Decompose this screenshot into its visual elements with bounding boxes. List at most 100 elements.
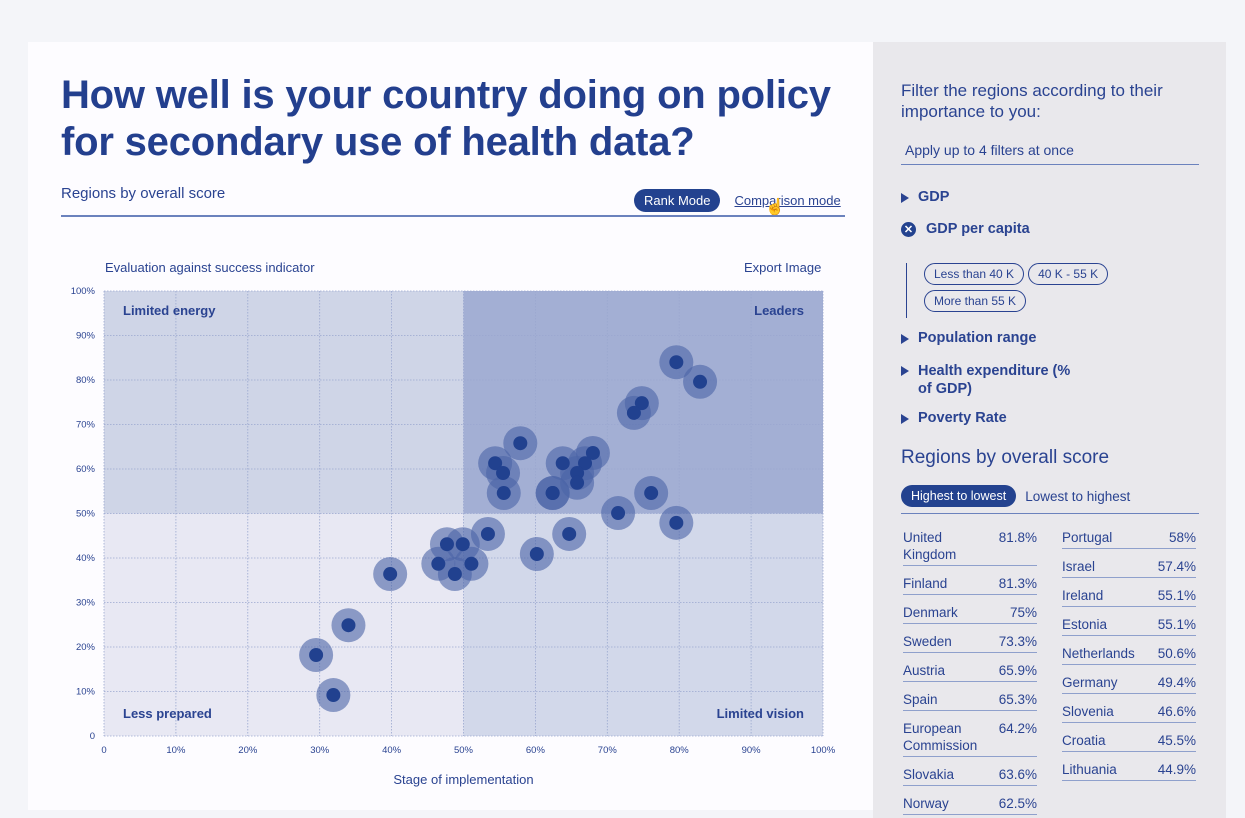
quadrant-label: Leaders	[754, 303, 804, 318]
data-point[interactable]	[611, 506, 626, 521]
region-name: Portugal	[1062, 530, 1113, 545]
y-tick-label: 0	[90, 731, 95, 742]
x-axis-label: Stage of implementation	[393, 772, 533, 787]
ranking-row[interactable]: Denmark 75%	[903, 604, 1037, 624]
ranking-row[interactable]: Netherlands 50.6%	[1062, 645, 1196, 665]
option-chip[interactable]: Less than 40 K	[924, 263, 1025, 285]
ranking-row[interactable]: Germany 49.4%	[1062, 674, 1196, 694]
rank-mode-button[interactable]: Rank Mode	[634, 189, 721, 212]
data-point[interactable]	[431, 556, 446, 571]
data-point[interactable]	[455, 537, 470, 552]
ranking-row[interactable]: Slovenia 46.6%	[1062, 703, 1196, 723]
filter-health-expenditure[interactable]: Health expenditure (% of GDP)	[901, 362, 1078, 398]
data-point[interactable]	[341, 618, 356, 633]
filter-population-range[interactable]: Population range	[901, 330, 1036, 346]
data-point[interactable]	[309, 648, 324, 663]
ranking-row[interactable]: European Commission 64.2%	[903, 720, 1037, 757]
data-point[interactable]	[529, 546, 544, 561]
quadrant-limited-vision	[463, 513, 823, 736]
x-tick-label: 20%	[238, 745, 258, 756]
y-tick-label: 30%	[76, 598, 96, 609]
filter-label: Population range	[918, 330, 1037, 346]
data-point[interactable]	[496, 466, 511, 481]
data-point[interactable]	[488, 456, 503, 471]
region-score: 65.9%	[998, 663, 1037, 678]
ranking-row[interactable]: Finland 81.3%	[903, 575, 1037, 595]
ranking-row[interactable]: Slovakia 63.6%	[903, 766, 1037, 786]
option-chip[interactable]: More than 55 K	[924, 290, 1027, 312]
region-name: Sweden	[903, 634, 952, 649]
ranking-row[interactable]: Norway 62.5%	[903, 795, 1037, 815]
option-chip[interactable]: 40 K - 55 K	[1028, 263, 1109, 285]
data-point[interactable]	[634, 396, 649, 411]
data-point[interactable]	[464, 556, 479, 571]
expand-triangle-icon	[901, 334, 909, 344]
sort-lowest-button[interactable]: Lowest to highest	[1025, 488, 1131, 504]
filter-gdp-per-capita[interactable]: ✕ GDP per capita	[901, 221, 1030, 237]
expand-triangle-icon	[901, 414, 909, 424]
data-point[interactable]	[496, 486, 511, 501]
region-name: Germany	[1062, 675, 1118, 690]
region-name: Israel	[1062, 559, 1096, 574]
ranking-row[interactable]: Spain 65.3%	[903, 691, 1037, 711]
quadrant-label: Limited energy	[123, 303, 216, 318]
data-point[interactable]	[326, 688, 341, 703]
data-point[interactable]	[562, 526, 577, 541]
data-point[interactable]	[570, 475, 585, 490]
ranking-row[interactable]: Austria 65.9%	[903, 662, 1037, 682]
comparison-mode-link[interactable]: Comparison mode	[734, 193, 841, 208]
data-point[interactable]	[545, 486, 560, 501]
data-point[interactable]	[383, 567, 398, 582]
region-score: 64.2%	[998, 721, 1037, 736]
data-point[interactable]	[669, 355, 684, 370]
filter-gdp[interactable]: GDP	[901, 189, 949, 205]
close-circle-icon[interactable]: ✕	[901, 222, 916, 237]
ranking-row[interactable]: United Kingdom 81.8%	[903, 529, 1037, 566]
main-panel: How well is your country doing on policy…	[28, 42, 873, 810]
region-score: 81.3%	[998, 576, 1037, 591]
region-score: 81.8%	[998, 530, 1037, 545]
data-point[interactable]	[447, 567, 462, 582]
data-point[interactable]	[555, 456, 570, 471]
x-tick-label: 70%	[598, 745, 618, 756]
data-point[interactable]	[644, 486, 659, 501]
region-name: Slovakia	[903, 767, 955, 782]
scatter-chart: 0 10% 20% 30% 40% 50% 60% 70% 80% 90% 100% 0 10% 20% 3…	[71, 286, 836, 787]
region-name: Estonia	[1062, 617, 1108, 632]
data-point[interactable]	[578, 456, 593, 471]
filter-label: GDP	[918, 189, 950, 205]
ranking-row[interactable]: Lithuania 44.9%	[1062, 761, 1196, 781]
data-point[interactable]	[626, 405, 641, 420]
data-point[interactable]	[570, 466, 585, 481]
gdp-per-capita-options: Less than 40 K 40 K - 55 K More than 55 …	[906, 263, 1166, 318]
region-score: 44.9%	[1157, 762, 1196, 777]
data-point[interactable]	[513, 436, 528, 451]
ranking-row[interactable]: Croatia 45.5%	[1062, 732, 1196, 752]
data-point[interactable]	[480, 526, 495, 541]
ranking-row[interactable]: Estonia 55.1%	[1062, 616, 1196, 636]
ranking-row[interactable]: Israel 57.4%	[1062, 558, 1196, 578]
x-tick-label: 40%	[382, 745, 402, 756]
filter-poverty-rate[interactable]: Poverty Rate	[901, 410, 1007, 426]
region-score: 73.3%	[998, 634, 1037, 649]
data-point[interactable]	[439, 537, 454, 552]
data-point[interactable]	[585, 445, 600, 460]
ranking-row[interactable]: Sweden 73.3%	[903, 633, 1037, 653]
sort-highest-button[interactable]: Highest to lowest	[901, 485, 1017, 507]
region-name: Spain	[903, 692, 938, 707]
region-score: 75%	[1009, 605, 1037, 620]
region-score: 50.6%	[1157, 646, 1196, 661]
sort-toggle: Highest to lowest Lowest to highest	[901, 485, 1199, 514]
data-point[interactable]	[669, 515, 684, 530]
chart-subheading: Regions by overall score	[61, 185, 226, 202]
x-tick-label: 90%	[742, 745, 762, 756]
export-image-button[interactable]: Export Image	[744, 260, 822, 275]
filter-label: Health expenditure (% of GDP)	[918, 363, 1071, 397]
data-point[interactable]	[693, 374, 708, 389]
ranking-row[interactable]: Portugal 58%	[1062, 529, 1196, 549]
y-tick-label: 100%	[71, 286, 96, 297]
quadrant-limited-energy	[104, 291, 464, 514]
ranking-row[interactable]: Ireland 55.1%	[1062, 587, 1196, 607]
region-name: Ireland	[1062, 588, 1104, 603]
region-name: European Commission	[903, 721, 978, 753]
